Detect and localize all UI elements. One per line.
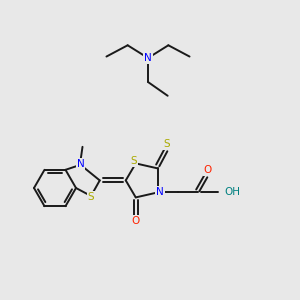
Text: N: N xyxy=(76,159,84,169)
Text: S: S xyxy=(164,140,170,149)
Text: O: O xyxy=(204,165,212,176)
Text: S: S xyxy=(88,192,94,202)
Text: N: N xyxy=(156,188,164,197)
Text: O: O xyxy=(132,216,140,226)
Text: N: N xyxy=(144,53,152,63)
Text: OH: OH xyxy=(225,188,241,197)
Text: S: S xyxy=(130,156,137,167)
